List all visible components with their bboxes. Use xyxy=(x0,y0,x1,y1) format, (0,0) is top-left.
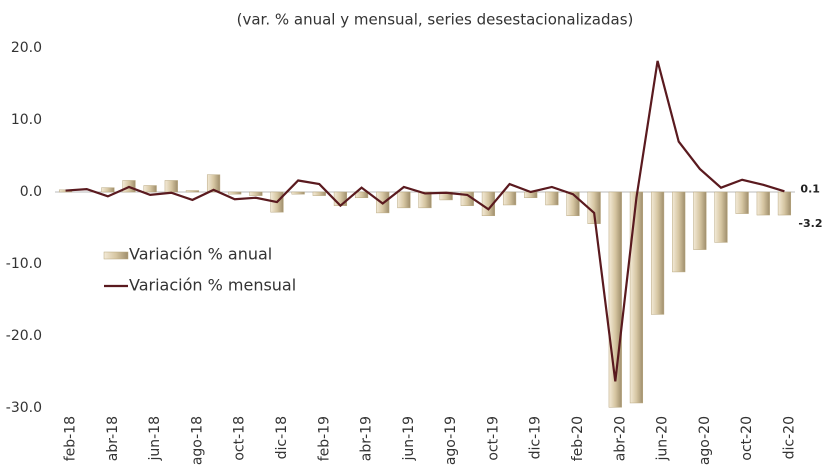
bar xyxy=(164,180,178,193)
bar xyxy=(502,191,517,206)
bar xyxy=(101,187,115,193)
x-tick-label: dic-19 xyxy=(528,416,544,459)
x-tick-label: dic-18 xyxy=(274,416,290,459)
bar xyxy=(545,191,559,206)
y-tick-label: 0.0 xyxy=(20,184,42,200)
data-label: 0.1 xyxy=(800,182,820,195)
legend-swatch xyxy=(103,251,129,260)
bar xyxy=(693,191,707,250)
data-label: -3.2 xyxy=(798,217,822,230)
x-tick-label: oct-19 xyxy=(485,416,501,461)
x-tick-label: abr-20 xyxy=(612,416,628,461)
bar xyxy=(333,191,348,206)
x-tick-label: feb-18 xyxy=(63,416,79,461)
x-tick-label: oct-20 xyxy=(739,416,755,461)
bar xyxy=(291,191,305,195)
x-tick-label: abr-18 xyxy=(105,416,121,461)
bar xyxy=(672,191,686,273)
x-tick-label: jun-19 xyxy=(401,416,417,462)
bar xyxy=(629,191,644,404)
bar xyxy=(354,191,369,199)
x-tick-label: feb-20 xyxy=(570,416,586,461)
x-tick-label: ago-19 xyxy=(443,416,459,465)
bar xyxy=(143,185,157,193)
x-tick-label: jun-18 xyxy=(147,416,163,462)
line xyxy=(65,60,785,382)
bar xyxy=(249,191,263,196)
bar xyxy=(650,191,665,315)
bar xyxy=(206,174,221,193)
bar xyxy=(228,191,242,195)
y-tick-label: -20.0 xyxy=(6,328,42,344)
bar xyxy=(777,191,792,216)
legend-label: Variación % anual xyxy=(129,245,272,264)
y-tick-label: -30.0 xyxy=(6,400,42,416)
bar xyxy=(397,191,411,209)
x-tick-label: feb-19 xyxy=(316,416,332,461)
bar xyxy=(185,190,200,193)
x-tick-label: oct-18 xyxy=(232,416,248,461)
y-tick-label: -10.0 xyxy=(6,256,42,272)
legend-label: Variación % mensual xyxy=(129,276,296,295)
x-tick-label: dic-20 xyxy=(781,416,797,459)
x-tick-label: ago-20 xyxy=(697,416,713,465)
x-tick-label: jun-20 xyxy=(655,416,671,462)
x-tick-label: ago-18 xyxy=(189,416,205,465)
bar xyxy=(735,191,749,214)
bar xyxy=(418,191,432,209)
y-tick-label: 20.0 xyxy=(11,40,42,56)
y-tick-label: 10.0 xyxy=(11,112,42,128)
chart-title: (var. % anual y mensual, series desestac… xyxy=(237,11,634,29)
bar xyxy=(714,191,728,243)
bar xyxy=(312,191,326,196)
bar xyxy=(756,191,770,216)
x-tick-label: abr-19 xyxy=(359,416,375,461)
